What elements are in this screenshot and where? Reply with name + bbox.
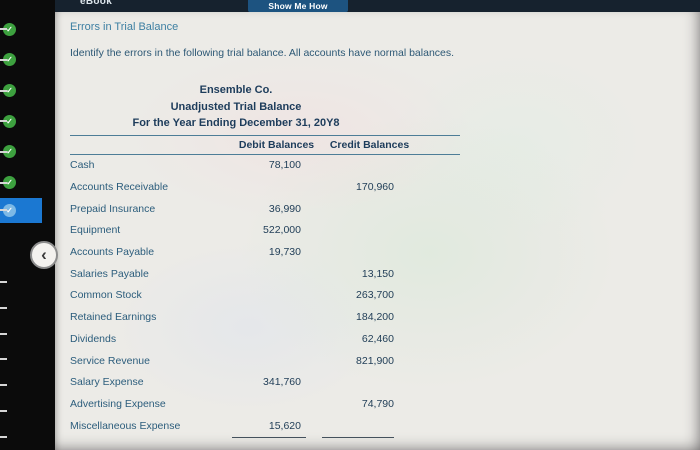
item-edge-dash-icon — [0, 280, 7, 283]
collapse-sidebar-button[interactable]: ‹ — [30, 241, 58, 269]
account-name: Equipment — [70, 224, 121, 237]
credit-value: 184,200 — [356, 311, 394, 324]
account-name: Accounts Payable — [70, 246, 155, 259]
table-row: Advertising Expense 74,790 — [70, 393, 460, 415]
debit-value: 19,730 — [268, 246, 301, 259]
check-circle-icon: ✓ — [3, 114, 16, 128]
statement-period: For the Year Ending December 31, 20Y8 — [132, 117, 340, 129]
trial-balance-table: Ensemble Co. Unadjusted Trial Balance Fo… — [70, 82, 460, 439]
sidebar-item[interactable]: ✓ — [0, 137, 55, 168]
item-edge-dash-icon — [0, 209, 7, 212]
table-row: Cash 78,100 — [70, 155, 460, 177]
item-edge-dash-icon — [0, 436, 7, 439]
assignment-sidebar: ✓ ✓ ✓ ✓ ✓ ✓ ✓ — [0, 0, 55, 450]
account-name: Advertising Expense — [70, 397, 166, 410]
item-edge-dash-icon — [0, 306, 7, 309]
account-name: Salaries Payable — [70, 267, 149, 280]
sidebar-item[interactable] — [0, 424, 55, 450]
credit-total-rule — [322, 437, 394, 439]
table-row: Salaries Payable 13,150 — [70, 263, 460, 285]
check-circle-icon: ✓ — [3, 22, 16, 36]
problem-title: Errors in Trial Balance — [70, 21, 179, 33]
account-name: Retained Earnings — [70, 311, 157, 324]
table-row: Retained Earnings 184,200 — [70, 306, 460, 328]
item-edge-dash-icon — [0, 332, 7, 335]
item-edge-dash-icon — [0, 181, 7, 184]
table-row: Service Revenue 821,900 — [70, 350, 460, 372]
item-edge-dash-icon — [0, 120, 7, 123]
account-name: Miscellaneous Expense — [70, 419, 181, 432]
sidebar-item[interactable] — [0, 295, 55, 321]
problem-instruction: Identify the errors in the following tri… — [70, 47, 455, 59]
credit-column-header: Credit Balances — [329, 138, 410, 151]
credit-value: 263,700 — [356, 289, 394, 302]
table-row: Equipment 522,000 — [70, 220, 460, 242]
sidebar-item[interactable]: ✓ — [0, 197, 42, 223]
credit-value: 74,790 — [361, 397, 394, 410]
credit-value: 170,960 — [356, 181, 394, 194]
show-me-how-button[interactable]: Show Me How — [248, 0, 348, 12]
check-circle-icon: ✓ — [3, 145, 16, 159]
sidebar-item[interactable] — [0, 398, 55, 424]
table-rule-top — [70, 134, 460, 136]
sidebar-item[interactable] — [0, 321, 55, 347]
account-name: Salary Expense — [70, 376, 144, 389]
table-row: Salary Expense 341,760 — [70, 371, 460, 393]
debit-total-rule — [232, 437, 306, 439]
table-row: Accounts Payable 19,730 — [70, 241, 460, 263]
account-name: Dividends — [70, 332, 117, 345]
debit-column-header: Debit Balances — [238, 138, 315, 151]
check-circle-icon: ✓ — [3, 53, 16, 67]
sidebar-item[interactable] — [0, 372, 55, 398]
sidebar-item[interactable]: ✓ — [0, 106, 55, 137]
sidebar-item[interactable]: ✓ — [0, 45, 55, 76]
table-rule-header — [70, 153, 460, 155]
company-name: Ensemble Co. — [199, 84, 273, 96]
table-row: Miscellaneous Expense 15,620 — [70, 415, 460, 437]
table-bottom-rules — [70, 436, 460, 439]
credit-value: 13,150 — [361, 267, 394, 280]
account-name: Service Revenue — [70, 354, 150, 367]
credit-value: 821,900 — [356, 354, 394, 367]
table-row: Prepaid Insurance 36,990 — [70, 198, 460, 220]
problem-content-pane: Errors in Trial Balance Identify the err… — [55, 12, 700, 450]
table-title-block: Ensemble Co. Unadjusted Trial Balance Fo… — [70, 82, 402, 132]
item-edge-dash-icon — [0, 384, 7, 387]
account-name: Common Stock — [70, 289, 142, 302]
item-edge-dash-icon — [0, 58, 7, 61]
ebook-tab[interactable]: eBook — [80, 0, 113, 7]
debit-value: 78,100 — [268, 159, 301, 172]
debit-value: 15,620 — [268, 419, 301, 432]
credit-value: 62,460 — [361, 332, 394, 345]
table-row: Dividends 62,460 — [70, 328, 460, 350]
sidebar-item[interactable] — [0, 346, 55, 372]
table-header-row: Debit Balances Credit Balances — [70, 136, 460, 154]
debit-value: 341,760 — [263, 376, 301, 389]
sidebar-item[interactable]: ✓ — [0, 167, 55, 198]
check-circle-icon: ✓ — [3, 176, 16, 190]
check-circle-icon: ✓ — [3, 203, 16, 217]
trial-balance-rows: Cash 78,100 Accounts Receivable 170,960 Prep… — [70, 155, 460, 437]
statement-title: Unadjusted Trial Balance — [170, 100, 302, 113]
item-edge-dash-icon — [0, 358, 7, 361]
item-edge-dash-icon — [0, 28, 7, 31]
item-edge-dash-icon — [0, 410, 7, 413]
top-toolbar: eBook Show Me How — [55, 0, 700, 12]
account-name: Prepaid Insurance — [70, 202, 156, 215]
sidebar-item[interactable]: ✓ — [0, 75, 55, 106]
account-name: Cash — [70, 159, 95, 172]
debit-value: 522,000 — [263, 224, 301, 237]
sidebar-item[interactable] — [0, 269, 55, 295]
check-circle-icon: ✓ — [3, 84, 16, 98]
sidebar-item[interactable]: ✓ — [0, 14, 55, 45]
item-edge-dash-icon — [0, 89, 7, 92]
table-row: Common Stock 263,700 — [70, 285, 460, 307]
item-edge-dash-icon — [0, 150, 7, 153]
debit-value: 36,990 — [268, 202, 301, 215]
account-name: Accounts Receivable — [70, 181, 169, 194]
table-row: Accounts Receivable 170,960 — [70, 176, 460, 198]
